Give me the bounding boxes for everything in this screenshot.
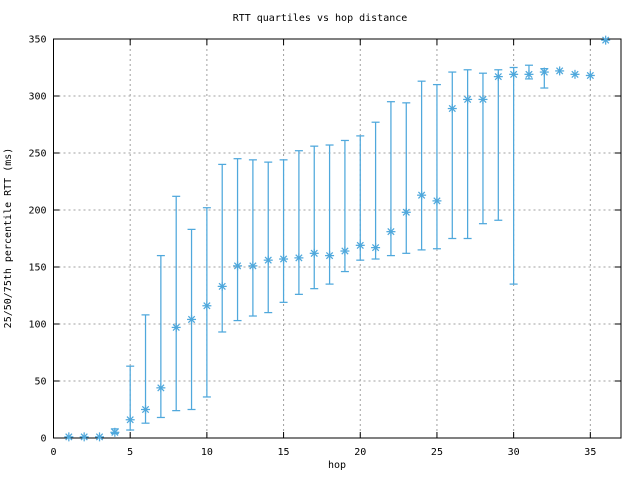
data-marker (494, 72, 502, 81)
x-tick-label: 35 (584, 447, 596, 458)
y-tick-label: 0 (40, 434, 46, 445)
y-tick-label: 200 (28, 206, 46, 217)
data-marker (602, 36, 610, 44)
data-marker (356, 241, 364, 249)
data-marker (371, 243, 380, 252)
y-tick-label: 300 (28, 92, 46, 103)
x-tick-label: 10 (201, 447, 213, 458)
data-marker (264, 256, 272, 264)
y-tick-label: 350 (28, 35, 46, 46)
data-marker (433, 197, 441, 205)
data-marker (80, 433, 88, 441)
data-marker (325, 251, 334, 260)
x-tick-label: 25 (431, 447, 443, 458)
data-marker (249, 262, 257, 270)
x-axis-label: hop (328, 460, 346, 471)
data-marker (417, 191, 426, 199)
data-marker (556, 67, 564, 75)
data-marker (279, 255, 288, 263)
data-marker (172, 323, 180, 332)
chart-title: RTT quartiles vs hop distance (233, 13, 408, 24)
data-marker (463, 95, 472, 104)
data-marker (479, 95, 487, 104)
data-marker (448, 104, 456, 113)
data-marker (157, 384, 165, 392)
data-marker (295, 254, 303, 262)
data-marker (65, 433, 73, 441)
data-marker (341, 247, 349, 255)
data-marker (233, 262, 242, 270)
y-tick-label: 250 (28, 149, 46, 160)
data-marker (509, 70, 518, 78)
data-marker (187, 315, 196, 324)
data-marker (126, 416, 134, 424)
y-tick-label: 150 (28, 263, 46, 274)
data-marker (586, 71, 594, 80)
y-axis-label: 25/50/75th percentile RTT (ms) (3, 148, 14, 329)
data-marker (525, 70, 533, 78)
data-marker (387, 228, 395, 236)
x-tick-label: 5 (127, 447, 133, 458)
x-tick-label: 0 (50, 447, 56, 458)
x-tick-label: 20 (354, 447, 366, 458)
data-marker (540, 68, 548, 76)
x-tick-label: 30 (508, 447, 520, 458)
data-marker (141, 405, 150, 414)
y-tick-label: 100 (28, 320, 46, 331)
data-marker (310, 249, 318, 257)
data-marker (218, 282, 226, 291)
data-marker (203, 302, 211, 310)
data-marker (402, 208, 410, 216)
y-tick-label: 50 (34, 377, 46, 388)
data-marker (571, 70, 579, 78)
data-marker (95, 433, 104, 441)
x-tick-label: 15 (278, 447, 290, 458)
plot-border (53, 38, 622, 439)
data-marker (111, 428, 119, 436)
